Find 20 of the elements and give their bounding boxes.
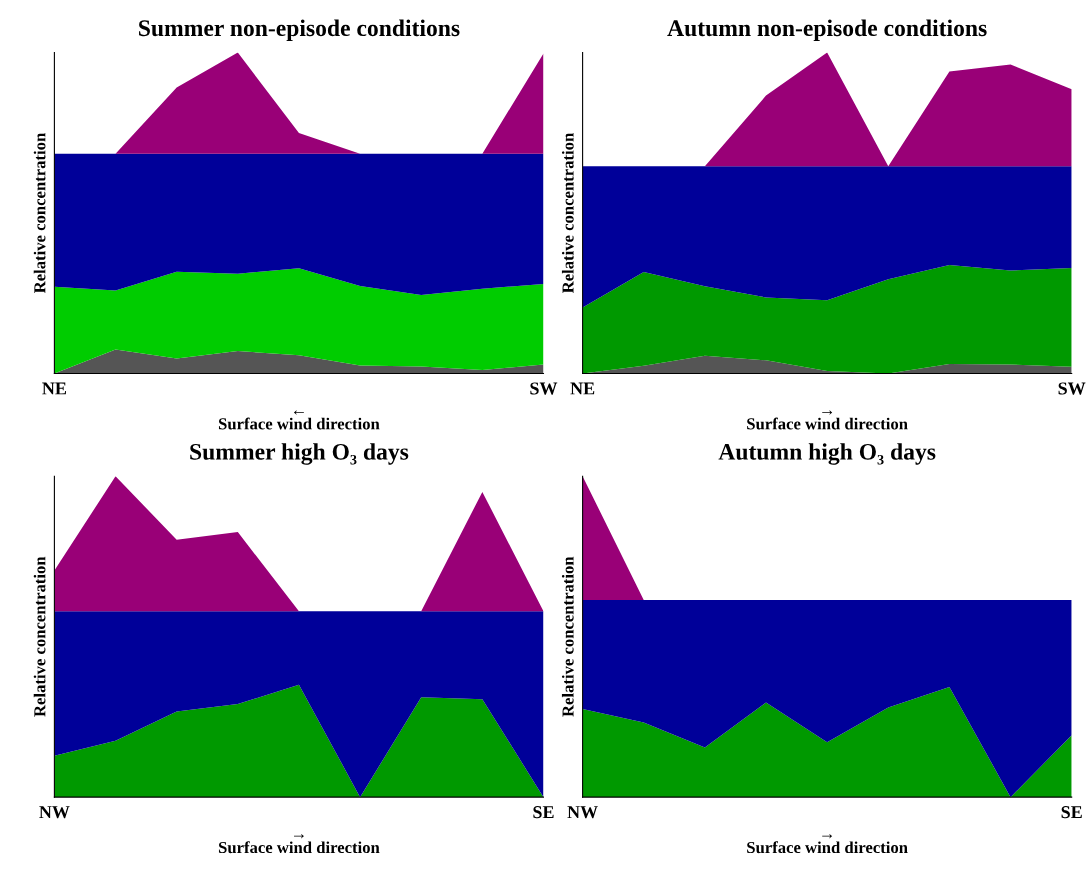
chart-title: Autumn high O₃ days (718, 443, 936, 465)
x-tick-label: NE (570, 382, 595, 395)
x-tick-label: SW (530, 382, 558, 395)
chart-title: Summer non-episode conditions (139, 19, 460, 41)
y-axis-title: Relative concentration (561, 556, 574, 717)
x-tick-label: NW (567, 806, 598, 819)
x-axis-title: → Surface wind direction (747, 834, 908, 854)
y-axis-title: Relative concentration (33, 132, 46, 294)
x-tick-label: SW (1058, 382, 1086, 395)
y-axis-title: Relative concentration (33, 556, 46, 717)
x-tick-label: NE (42, 382, 67, 395)
x-axis-title: → Surface wind direction (218, 834, 380, 854)
x-tick-label: SE (1061, 806, 1082, 819)
x-tick-label: NW (39, 806, 70, 819)
x-axis-title: → Surface wind direction (747, 410, 908, 430)
x-axis-title: ← Surface wind direction (218, 410, 380, 430)
x-tick-label: SE (533, 806, 554, 819)
chart-title: Summer high O₃ days (190, 443, 409, 465)
y-axis-title: Relative concentration (561, 132, 574, 294)
chart-title: Autumn non-episode conditions (667, 19, 987, 41)
